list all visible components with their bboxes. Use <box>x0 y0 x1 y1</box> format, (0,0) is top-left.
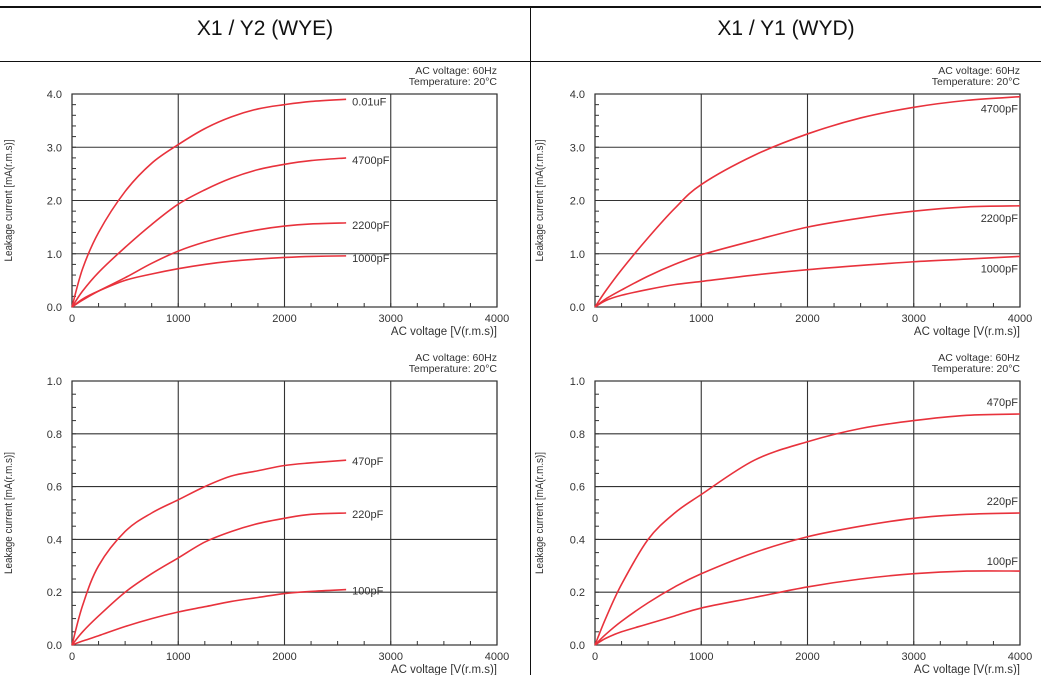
x-tick-label: 4000 <box>1008 313 1032 325</box>
y-tick-label: 4.0 <box>47 89 62 101</box>
x-tick-label: 1000 <box>689 651 713 663</box>
x-axis-label: AC voltage [V(r.m.s)] <box>391 326 497 338</box>
y-tick-label: 1.0 <box>570 249 585 261</box>
x-tick-label: 3000 <box>379 651 403 663</box>
y-tick-label: 0.0 <box>47 640 62 652</box>
series-label-0.01uf: 0.01uF <box>352 96 387 108</box>
series-line-100pf <box>594 570 1021 646</box>
y-tick-label: 1.0 <box>47 249 62 261</box>
condition-note: Temperature: 20°C <box>409 363 498 375</box>
x-tick-label: 2000 <box>795 651 819 663</box>
series-line-100pf <box>71 588 347 646</box>
condition-note: AC voltage: 60Hz <box>415 65 497 77</box>
condition-note: AC voltage: 60Hz <box>415 352 497 364</box>
plot-frame <box>71 380 498 646</box>
condition-note: Temperature: 20°C <box>409 76 498 88</box>
y-tick-label: 0.4 <box>47 534 62 546</box>
series-line-4700pf <box>71 157 347 308</box>
chart-wye-high-capacitance: 0 1000 2000 3000 4000 0.0 1.0 2.0 3.0 4.0 AC volta… <box>3 65 509 338</box>
y-tick-label: 0.8 <box>47 429 62 441</box>
condition-note: Temperature: 20°C <box>932 363 1021 375</box>
y-tick-label: 1.0 <box>570 376 585 388</box>
plot-frame <box>71 93 498 308</box>
series-line-220pf <box>71 512 347 646</box>
series-label-1000pf: 1000pF <box>352 253 390 265</box>
series-label-1000pf: 1000pF <box>981 263 1019 275</box>
chart-wyd-low-capacitance: 0 1000 2000 3000 4000 0.0 0.2 0.4 0.6 0.8 1.0 AC vo… <box>534 352 1032 675</box>
series-label-220pf: 220pF <box>987 496 1018 508</box>
y-tick-label: 4.0 <box>570 89 585 101</box>
y-tick-label: 3.0 <box>47 142 62 154</box>
y-tick-label: 0.0 <box>47 302 62 314</box>
chart-wyd-high-capacitance: 0 1000 2000 3000 4000 0.0 1.0 2.0 3.0 4.0 AC volta… <box>534 65 1032 338</box>
x-tick-label: 3000 <box>379 313 403 325</box>
x-tick-label: 3000 <box>902 651 926 663</box>
y-tick-label: 0.0 <box>570 640 585 652</box>
x-tick-label: 2000 <box>795 313 819 325</box>
column-title-wyd: X1 / Y1 (WYD) <box>717 17 855 40</box>
x-tick-label: 0 <box>592 651 598 663</box>
x-tick-label: 3000 <box>902 313 926 325</box>
series-line-470pf <box>594 413 1021 646</box>
chart-wye-low-capacitance: 0 1000 2000 3000 4000 0.0 0.2 0.4 0.6 0.8 1.0 AC vo… <box>3 352 509 675</box>
y-tick-label: 0.0 <box>570 302 585 314</box>
series-line-4700pf <box>594 95 1021 308</box>
column-title-wye: X1 / Y2 (WYE) <box>196 17 334 40</box>
x-tick-label: 1000 <box>166 313 190 325</box>
series-line-0.01uf <box>71 98 347 308</box>
x-tick-label: 2000 <box>272 651 296 663</box>
y-tick-label: 2.0 <box>570 196 585 208</box>
y-tick-label: 0.4 <box>570 534 585 546</box>
series-line-1000pf <box>594 255 1021 308</box>
x-tick-label: 1000 <box>689 313 713 325</box>
x-tick-label: 0 <box>592 313 598 325</box>
series-label-470pf: 470pF <box>987 397 1018 409</box>
x-tick-label: 4000 <box>1008 651 1032 663</box>
y-axis-label: Leakage current [mA(r.m.s)] <box>534 452 546 574</box>
y-axis-label: Leakage current [mA(r.m.s)] <box>534 140 546 262</box>
series-label-2200pf: 2200pF <box>981 213 1019 225</box>
series-line-220pf <box>594 512 1021 646</box>
y-tick-label: 0.6 <box>47 482 62 494</box>
x-axis-label: AC voltage [V(r.m.s)] <box>391 664 497 675</box>
y-tick-label: 2.0 <box>47 196 62 208</box>
condition-note: AC voltage: 60Hz <box>938 65 1020 77</box>
y-tick-label: 0.2 <box>47 587 62 599</box>
x-tick-label: 1000 <box>166 651 190 663</box>
series-line-470pf <box>71 459 347 646</box>
y-axis-label: Leakage current [mA(r.m.s)] <box>3 140 15 262</box>
y-tick-label: 3.0 <box>570 142 585 154</box>
table-top-rule <box>0 6 1041 8</box>
series-label-470pf: 470pF <box>352 456 383 468</box>
x-tick-label: 2000 <box>272 313 296 325</box>
series-label-100pf: 100pF <box>352 586 383 598</box>
series-line-2200pf <box>594 205 1021 308</box>
x-tick-label: 0 <box>69 651 75 663</box>
condition-note: AC voltage: 60Hz <box>938 352 1020 364</box>
plot-frame <box>594 93 1021 308</box>
table-column-divider <box>530 6 531 675</box>
y-tick-label: 1.0 <box>47 376 62 388</box>
condition-note: Temperature: 20°C <box>932 76 1021 88</box>
x-axis-label: AC voltage [V(r.m.s)] <box>914 326 1020 338</box>
x-tick-label: 4000 <box>485 651 509 663</box>
x-tick-label: 4000 <box>485 313 509 325</box>
y-tick-label: 0.6 <box>570 482 585 494</box>
series-label-4700pf: 4700pF <box>981 104 1019 116</box>
y-tick-label: 0.2 <box>570 587 585 599</box>
series-label-100pf: 100pF <box>987 556 1018 568</box>
series-label-2200pf: 2200pF <box>352 220 390 232</box>
table-header-rule <box>0 61 1041 62</box>
series-line-2200pf <box>71 222 347 308</box>
series-label-4700pf: 4700pF <box>352 155 390 167</box>
y-tick-label: 0.8 <box>570 429 585 441</box>
x-tick-label: 0 <box>69 313 75 325</box>
x-axis-label: AC voltage [V(r.m.s)] <box>914 664 1020 675</box>
series-line-1000pf <box>71 255 347 308</box>
y-axis-label: Leakage current [mA(r.m.s)] <box>3 452 15 574</box>
series-label-220pf: 220pF <box>352 509 383 521</box>
